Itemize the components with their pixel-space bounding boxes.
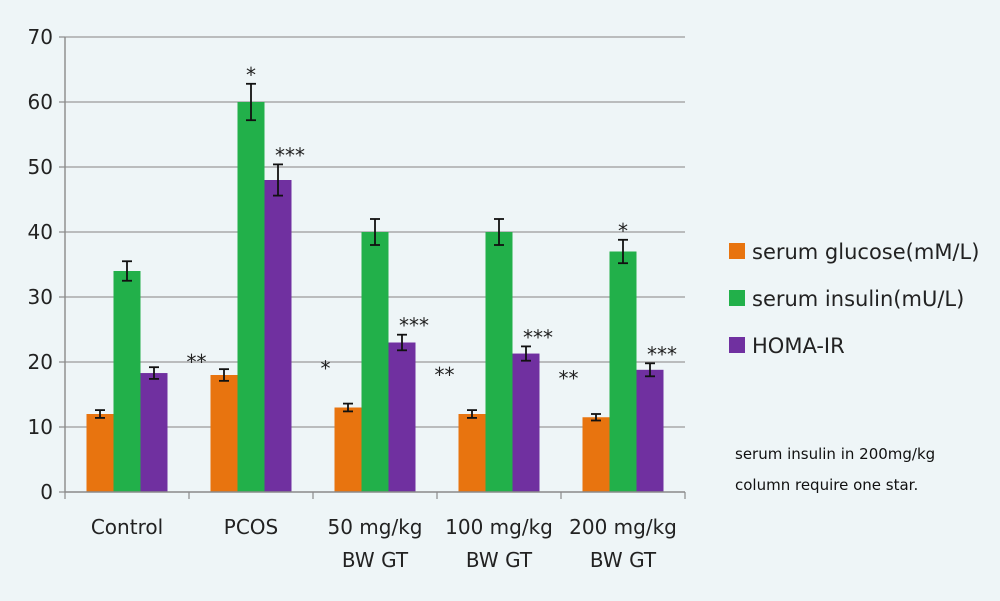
- x-category-label-line: BW GT: [342, 548, 409, 572]
- note-line: column require one star.: [735, 476, 918, 494]
- bar: [210, 375, 238, 492]
- x-category-label-line: BW GT: [466, 548, 533, 572]
- significance-star: ***: [275, 143, 305, 167]
- legend: serum glucose(mM/L) serum insulin(mU/L) HO…: [729, 240, 979, 358]
- bar: [512, 353, 540, 492]
- y-tick-label: 50: [28, 155, 53, 179]
- bar: [485, 232, 513, 492]
- bar: [582, 417, 610, 492]
- x-category-label: 50 mg/kg BW GT: [328, 515, 423, 572]
- significance-star: **: [187, 350, 207, 374]
- legend-swatch: [729, 290, 745, 306]
- legend-label: HOMA-IR: [752, 334, 845, 358]
- x-category-label-line: PCOS: [224, 515, 278, 539]
- significance-star: **: [559, 366, 579, 390]
- significance-star: *: [321, 357, 331, 381]
- x-category-label-line: 200 mg/kg: [569, 515, 677, 539]
- bar: [140, 373, 168, 492]
- bars: [86, 102, 664, 492]
- bar: [237, 102, 265, 492]
- y-tick-label: 10: [28, 415, 53, 439]
- bar: [361, 232, 389, 492]
- bar: [388, 342, 416, 492]
- legend-label: serum insulin(mU/L): [752, 287, 964, 311]
- bar: [264, 180, 292, 492]
- x-category-label: 100 mg/kg BW GT: [445, 515, 553, 572]
- y-tick-label: 20: [28, 350, 53, 374]
- bar: [113, 271, 141, 492]
- y-tick-label: 0: [40, 480, 53, 504]
- x-category-label: Control: [91, 515, 163, 539]
- x-category-label: PCOS: [224, 515, 278, 539]
- bar: [86, 414, 114, 492]
- bar: [334, 407, 362, 492]
- legend-label: serum glucose(mM/L): [752, 240, 979, 264]
- significance-star: *: [246, 63, 256, 87]
- x-category-label-line: BW GT: [590, 548, 657, 572]
- significance-star: ***: [647, 342, 677, 366]
- legend-swatch: [729, 243, 745, 259]
- bar: [458, 414, 486, 492]
- significance-star: ***: [523, 325, 553, 349]
- significance-stars: ****** ***************: [187, 63, 678, 390]
- x-category-label-line: 50 mg/kg: [328, 515, 423, 539]
- x-category-label: 200 mg/kg BW GT: [569, 515, 677, 572]
- y-tick-label: 60: [28, 90, 53, 114]
- bar: [609, 251, 637, 492]
- y-tick-label: 40: [28, 220, 53, 244]
- error-bars: [95, 82, 655, 422]
- significance-star: *: [618, 219, 628, 243]
- x-category-label-line: Control: [91, 515, 163, 539]
- note-line: serum insulin in 200mg/kg: [735, 445, 935, 463]
- significance-star: **: [435, 363, 455, 387]
- y-tick-label: 70: [28, 25, 53, 49]
- y-tick-label: 30: [28, 285, 53, 309]
- legend-swatch: [729, 337, 745, 353]
- x-category-label-line: 100 mg/kg: [445, 515, 553, 539]
- significance-star: ***: [399, 314, 429, 338]
- note-text: serum insulin in 200mg/kg column require …: [735, 445, 935, 494]
- bar: [636, 369, 664, 492]
